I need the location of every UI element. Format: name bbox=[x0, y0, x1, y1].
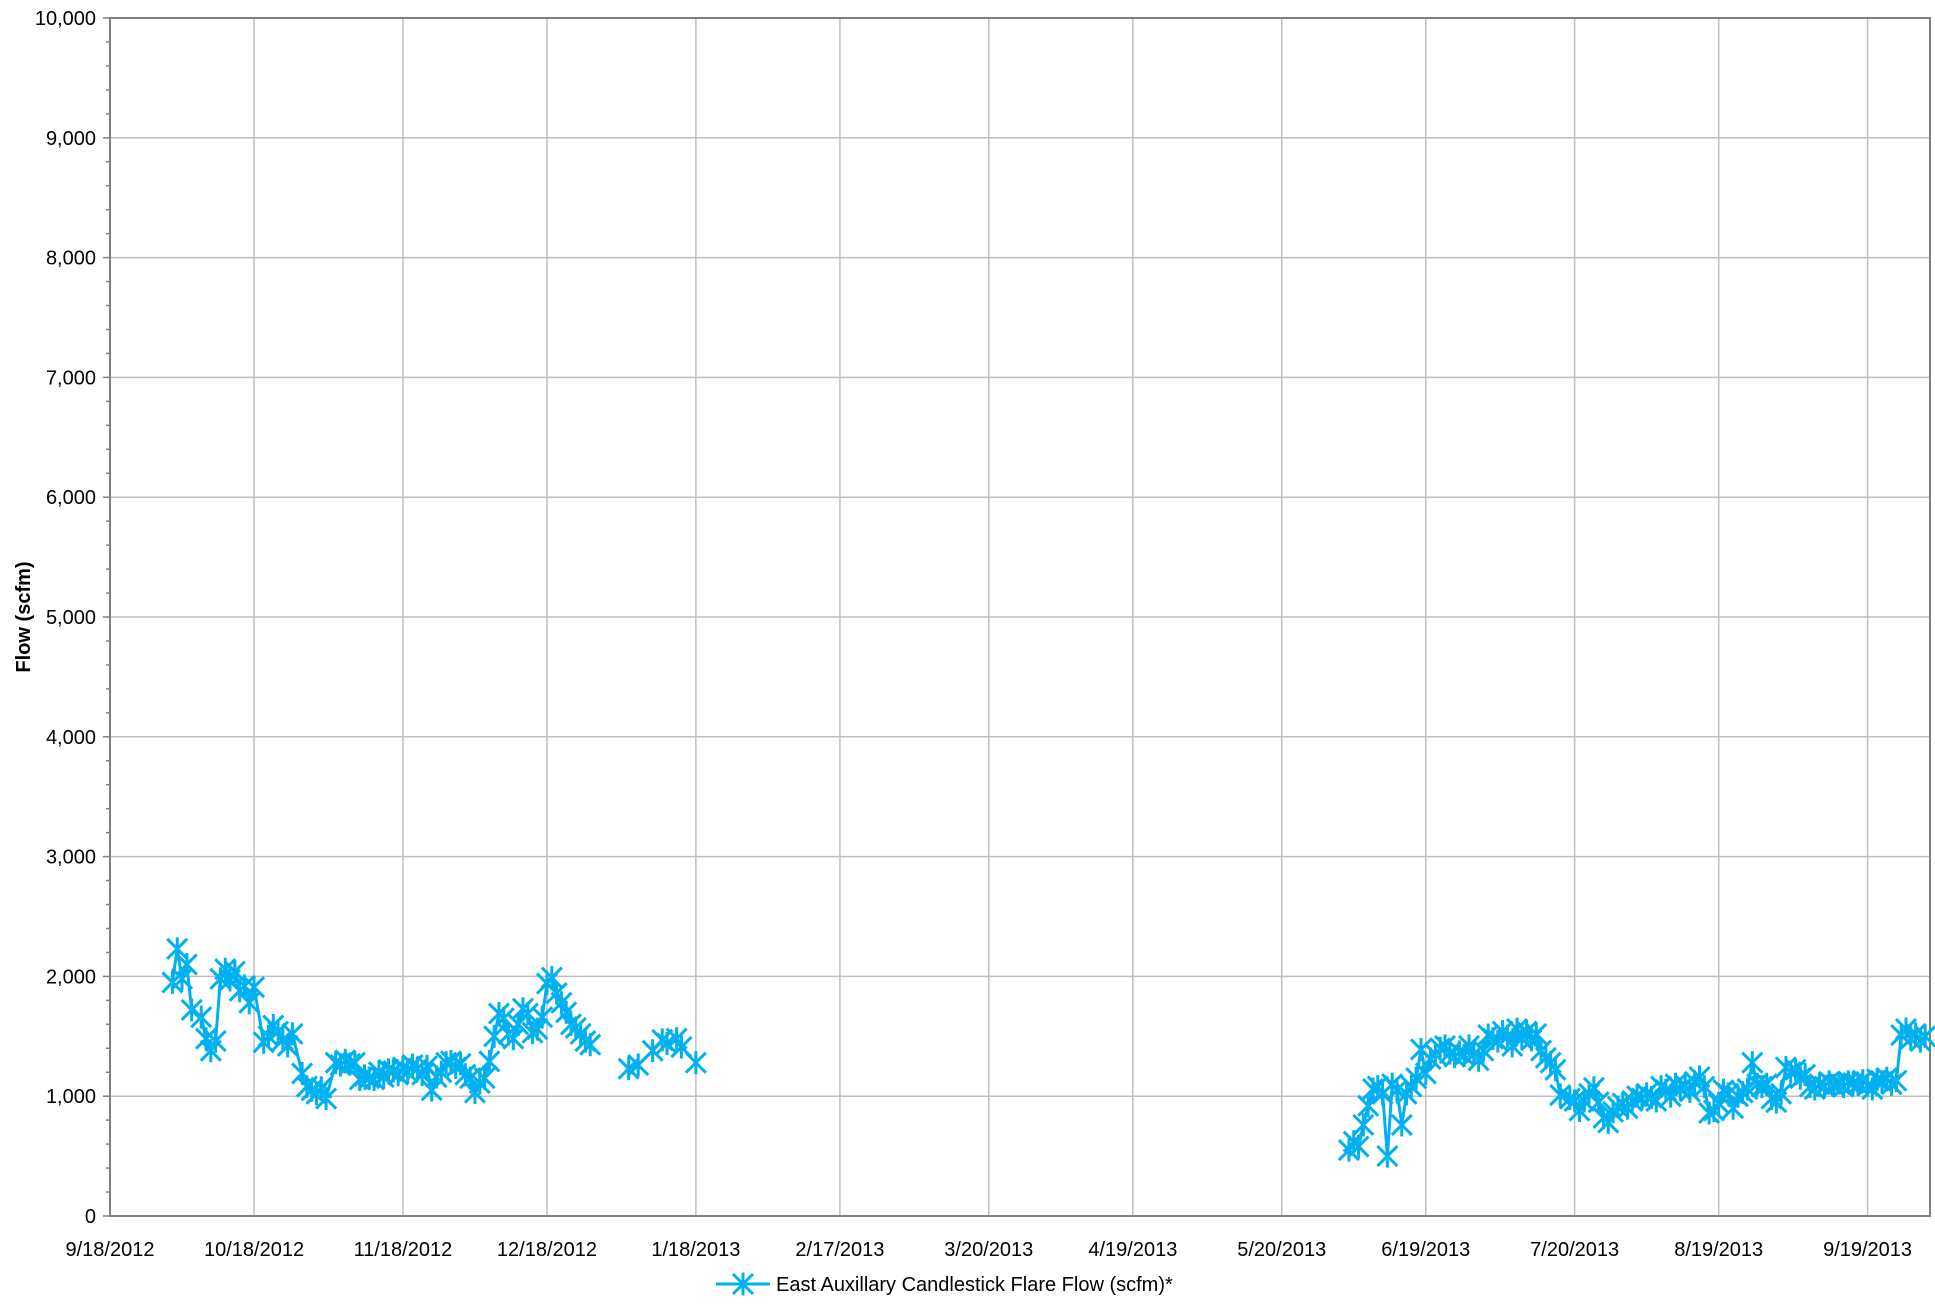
data-point-marker bbox=[223, 960, 246, 984]
legend-star-marker-icon bbox=[731, 1272, 755, 1296]
data-point-marker bbox=[478, 1049, 501, 1073]
series-east-auxillary-flare-flow bbox=[161, 937, 1935, 1168]
data-point-marker bbox=[1347, 1135, 1370, 1159]
y-tick-label: 8,000 bbox=[46, 248, 96, 270]
data-point-marker bbox=[1390, 1113, 1413, 1137]
data-point-marker bbox=[1525, 1022, 1548, 1046]
x-tick-label: 4/19/2013 bbox=[1088, 1239, 1177, 1261]
x-tick-label: 7/20/2013 bbox=[1530, 1239, 1619, 1261]
y-axis-minor-ticks bbox=[103, 17, 110, 1217]
y-tick-label: 9,000 bbox=[46, 128, 96, 150]
y-axis-tick-labels: 0 1,000 2,000 3,000 4,000 5,000 6,000 7,000 8,00… bbox=[35, 8, 96, 1228]
x-tick-label: 1/18/2013 bbox=[651, 1239, 740, 1261]
legend-label: East Auxillary Candlestick Flare Flow (s… bbox=[776, 1274, 1173, 1296]
data-point-marker bbox=[1472, 1039, 1495, 1063]
data-point-marker bbox=[1357, 1094, 1380, 1118]
data-point-marker bbox=[180, 998, 203, 1022]
y-tick-label: 3,000 bbox=[46, 847, 96, 869]
data-point-marker bbox=[1885, 1069, 1908, 1093]
data-point-marker bbox=[190, 1005, 213, 1029]
y-tick-label: 0 bbox=[85, 1206, 96, 1228]
x-tick-label: 9/19/2013 bbox=[1823, 1239, 1912, 1261]
data-point-marker bbox=[1693, 1075, 1716, 1099]
y-tick-label: 6,000 bbox=[46, 487, 96, 509]
data-point-marker bbox=[540, 966, 563, 990]
data-point-marker bbox=[281, 1022, 304, 1046]
x-tick-label: 9/18/2012 bbox=[66, 1239, 155, 1261]
data-point-marker bbox=[238, 991, 261, 1015]
x-tick-label: 8/19/2013 bbox=[1674, 1239, 1763, 1261]
data-point-marker bbox=[1352, 1113, 1375, 1137]
y-tick-label: 10,000 bbox=[35, 8, 96, 30]
x-tick-label: 5/20/2013 bbox=[1237, 1239, 1326, 1261]
data-point-marker bbox=[1914, 1024, 1935, 1048]
data-point-marker bbox=[684, 1051, 707, 1075]
data-point-marker bbox=[1544, 1058, 1567, 1082]
data-point-marker bbox=[579, 1033, 602, 1057]
x-tick-label: 2/17/2013 bbox=[795, 1239, 884, 1261]
data-point-marker bbox=[473, 1066, 496, 1090]
x-tick-label: 10/18/2012 bbox=[204, 1239, 304, 1261]
data-point-marker bbox=[1770, 1082, 1793, 1106]
data-point-marker bbox=[204, 1029, 227, 1053]
data-point-marker bbox=[175, 952, 198, 976]
data-series bbox=[161, 937, 1935, 1168]
legend-marker-star bbox=[731, 1272, 755, 1296]
data-point-marker bbox=[1741, 1051, 1764, 1075]
y-tick-label: 1,000 bbox=[46, 1086, 96, 1108]
y-axis-title: Flow (scfm) bbox=[13, 561, 35, 672]
x-axis-tick-labels: 9/18/2012 10/18/2012 11/18/2012 12/18/2012 1… bbox=[66, 1239, 1913, 1261]
x-tick-label: 6/19/2013 bbox=[1381, 1239, 1470, 1261]
x-tick-label: 11/18/2012 bbox=[354, 1239, 453, 1261]
data-point-marker bbox=[492, 1006, 515, 1030]
data-point-marker bbox=[315, 1087, 338, 1111]
legend: East Auxillary Candlestick Flare Flow (s… bbox=[716, 1272, 1173, 1296]
data-point-marker bbox=[1587, 1090, 1610, 1114]
y-tick-label: 4,000 bbox=[46, 727, 96, 749]
y-tick-label: 7,000 bbox=[46, 367, 96, 389]
x-tick-label: 3/20/2013 bbox=[944, 1239, 1033, 1261]
y-tick-label: 5,000 bbox=[46, 607, 96, 629]
data-point-marker bbox=[1376, 1144, 1399, 1168]
data-point-marker bbox=[531, 1005, 554, 1029]
x-tick-label: 12/18/2012 bbox=[497, 1239, 597, 1261]
data-point-marker bbox=[243, 975, 266, 999]
y-tick-label: 2,000 bbox=[46, 966, 96, 988]
